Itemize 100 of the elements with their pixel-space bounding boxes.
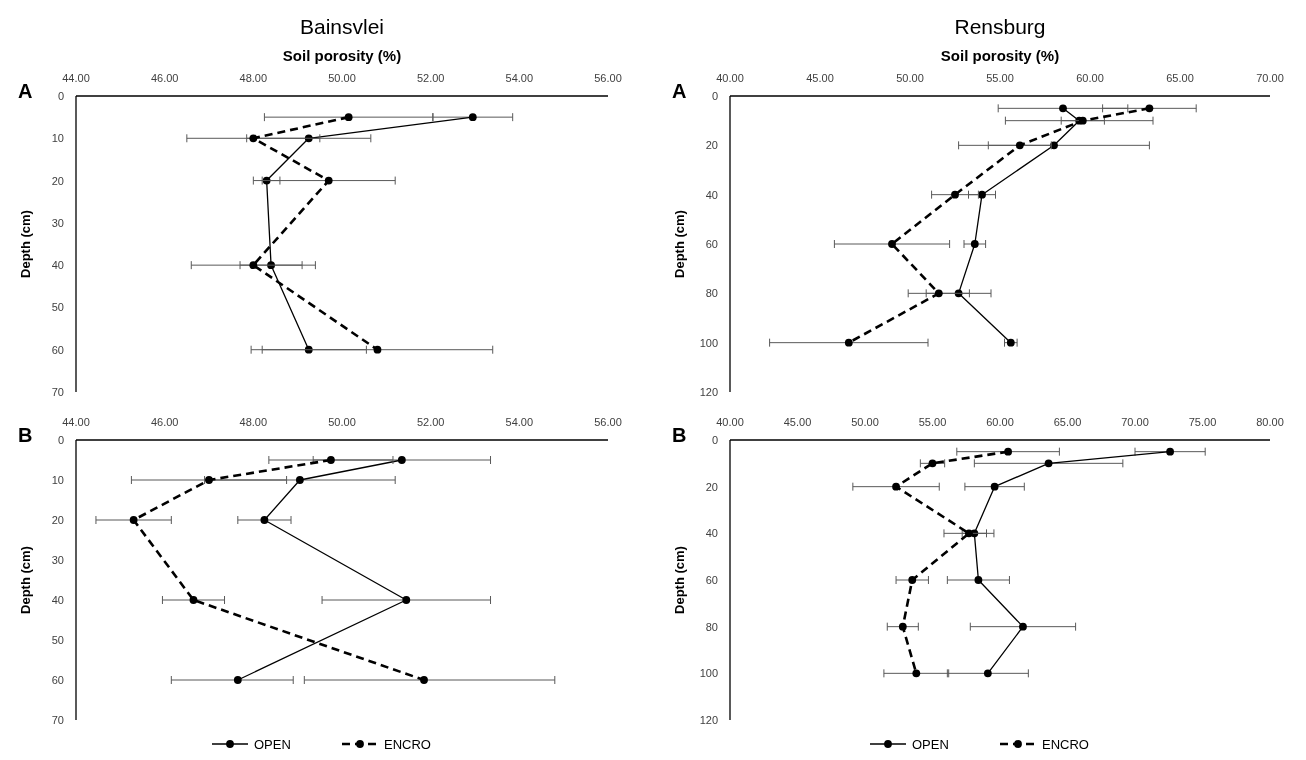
text: B xyxy=(18,424,33,446)
point xyxy=(189,596,198,604)
point xyxy=(373,345,382,354)
y-tick-label: 20 xyxy=(51,514,64,526)
point xyxy=(912,669,921,678)
point xyxy=(974,576,983,584)
legend-label: ENCRO xyxy=(1042,737,1089,752)
y-tick-label: 30 xyxy=(51,554,64,566)
point xyxy=(898,622,907,631)
x-tick-label: 50.00 xyxy=(328,416,356,428)
point xyxy=(344,113,353,122)
point xyxy=(324,176,333,185)
point xyxy=(983,669,992,678)
y-tick-label: 60 xyxy=(51,343,64,356)
y-tick-label: 10 xyxy=(51,132,64,145)
x-tick-label: 48.00 xyxy=(239,72,268,84)
point xyxy=(397,456,406,464)
x-tick-label: 54.00 xyxy=(505,72,534,84)
point xyxy=(249,261,258,270)
point xyxy=(978,190,986,199)
point xyxy=(249,134,258,143)
text: B xyxy=(672,424,687,446)
chart-title: Bainsvlei xyxy=(299,15,385,38)
y-axis-title: Depth (cm) xyxy=(18,210,33,278)
y-tick-label: 50 xyxy=(51,301,64,314)
x-tick-label: 70.00 xyxy=(1256,72,1284,84)
y-tick-label: 40 xyxy=(51,594,64,606)
y-tick-label: 40 xyxy=(705,188,718,201)
x-axis-title: Soil porosity (%) xyxy=(282,47,402,64)
point xyxy=(934,289,943,298)
legend-label: ENCRO xyxy=(384,737,431,752)
x-tick-label: 56.00 xyxy=(594,72,622,84)
point xyxy=(892,482,900,491)
y-axis-title: Depth (cm) xyxy=(672,546,687,614)
y-tick-label: 50 xyxy=(51,634,64,646)
point xyxy=(990,482,999,491)
point xyxy=(1166,447,1175,456)
point xyxy=(888,240,896,248)
point xyxy=(233,676,242,684)
text: A xyxy=(672,80,687,102)
y-tick-label: 70 xyxy=(51,386,64,398)
point xyxy=(844,338,853,347)
y-tick-label: 120 xyxy=(699,386,718,398)
point xyxy=(1145,104,1154,113)
x-tick-label: 50.00 xyxy=(328,72,356,84)
y-axis-title: Depth (cm) xyxy=(672,210,687,278)
y-tick-label: 70 xyxy=(51,714,64,726)
y-tick-label: 60 xyxy=(705,238,718,250)
x-tick-label: 44.00 xyxy=(62,72,90,84)
x-tick-label: 80.00 xyxy=(1256,416,1284,428)
point xyxy=(908,576,917,584)
x-tick-label: 40.00 xyxy=(716,72,744,84)
y-tick-label: 0 xyxy=(57,90,64,102)
y-tick-label: 80 xyxy=(705,287,718,300)
x-tick-label: 45.00 xyxy=(783,416,812,428)
point xyxy=(260,516,269,524)
point xyxy=(327,456,335,464)
point xyxy=(129,516,138,524)
x-tick-label: 60.00 xyxy=(1076,72,1104,84)
x-tick-label: 46.00 xyxy=(150,416,179,428)
point xyxy=(965,529,973,538)
y-tick-label: 0 xyxy=(711,90,718,102)
x-tick-label: 44.00 xyxy=(62,416,90,428)
x-tick-label: 75.00 xyxy=(1188,416,1217,428)
point xyxy=(1059,104,1067,113)
x-axis-title: Soil porosity (%) xyxy=(940,47,1060,64)
y-tick-label: 0 xyxy=(57,434,64,446)
point xyxy=(205,476,213,484)
point xyxy=(970,240,979,248)
point xyxy=(1019,622,1027,631)
x-tick-label: 40.00 xyxy=(716,416,744,428)
x-tick-label: 46.00 xyxy=(150,72,179,84)
x-tick-label: 56.00 xyxy=(594,416,622,428)
point xyxy=(420,676,428,684)
x-tick-label: 65.00 xyxy=(1166,72,1194,84)
y-tick-label: 10 xyxy=(51,474,64,486)
point xyxy=(951,190,959,199)
y-tick-label: 100 xyxy=(699,336,718,349)
point xyxy=(468,113,477,122)
x-tick-label: 70.00 xyxy=(1121,416,1149,428)
x-tick-label: 65.00 xyxy=(1053,416,1082,428)
point xyxy=(1015,141,1024,150)
x-tick-label: 48.00 xyxy=(239,416,268,428)
x-tick-label: 54.00 xyxy=(505,416,534,428)
y-tick-label: 0 xyxy=(711,434,718,446)
x-tick-label: 50.00 xyxy=(896,72,924,84)
x-tick-label: 55.00 xyxy=(918,416,947,428)
x-tick-label: 52.00 xyxy=(416,416,445,428)
text: A xyxy=(18,80,33,102)
y-tick-label: 60 xyxy=(705,574,718,586)
y-tick-label: 20 xyxy=(705,139,718,152)
y-tick-label: 20 xyxy=(51,174,64,187)
y-tick-label: 100 xyxy=(699,667,718,680)
y-tick-label: 120 xyxy=(699,714,718,726)
point xyxy=(402,596,411,604)
chart-title: Rensburg xyxy=(954,15,1046,38)
y-tick-label: 60 xyxy=(51,674,64,686)
x-tick-label: 50.00 xyxy=(851,416,879,428)
point xyxy=(928,459,937,468)
y-axis-title: Depth (cm) xyxy=(18,546,33,614)
